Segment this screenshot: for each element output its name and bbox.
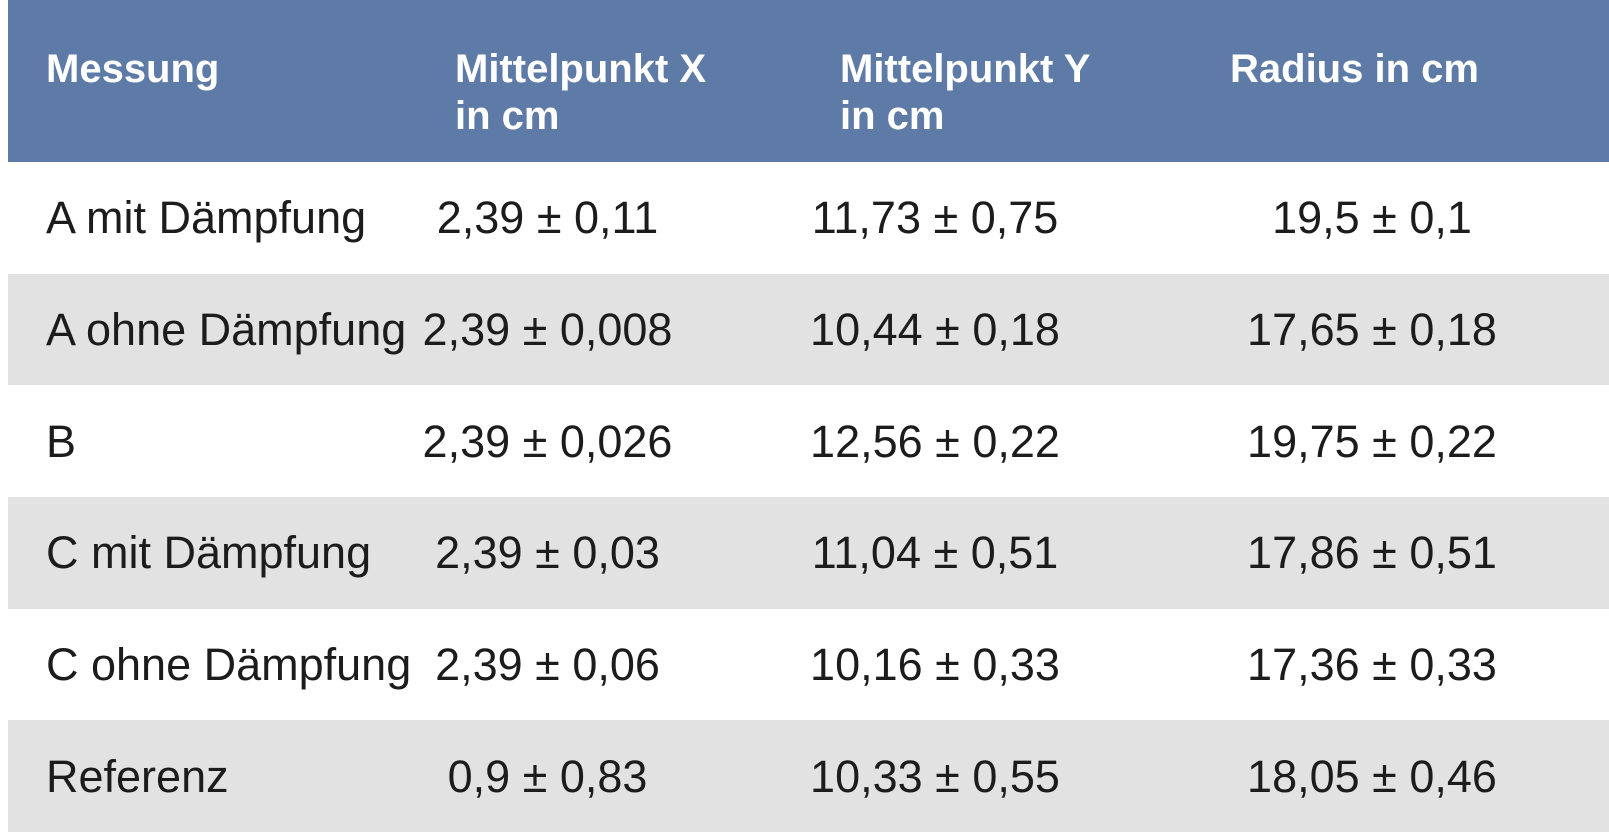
value-cell: 2,39 ± 0,03 [435,527,660,579]
value-cell: 2,39 ± 0,11 [436,192,659,244]
value-cell: 12,56 ± 0,22 [810,415,1060,467]
value-cell: 11,04 ± 0,51 [811,527,1059,579]
column-header-radius: Radius in cm [1230,47,1479,91]
value-cell: 2,39 ± 0,06 [435,638,660,690]
value-cell: 10,16 ± 0,33 [810,638,1060,690]
value-cell: 10,44 ± 0,18 [810,303,1060,355]
row-label-cell: C mit Dämpfung [46,527,372,579]
measurement-table: Messung Mittelpunkt X in cm Mittelpunkt … [8,0,1609,832]
value-cell: 19,5 ± 0,1 [1272,192,1472,244]
table-row: C mit Dämpfung 2,39 ± 0,03 11,04 ± 0,51 … [8,496,1609,609]
value-cell: 17,36 ± 0,33 [1247,638,1497,690]
row-label-cell: B [46,415,77,467]
value-cell: 19,75 ± 0,22 [1247,415,1497,467]
column-header-messung: Messung [46,47,220,91]
value-cell: 11,73 ± 0,75 [811,192,1059,244]
table-row: B 2,39 ± 0,026 12,56 ± 0,22 19,75 ± 0,22 [8,385,1609,497]
value-cell: 17,65 ± 0,18 [1247,303,1497,355]
value-cell: 0,9 ± 0,83 [447,750,648,802]
table-row: A mit Dämpfung 2,39 ± 0,11 11,73 ± 0,75 … [8,162,1609,274]
value-cell: 10,33 ± 0,55 [810,750,1060,802]
value-cell: 2,39 ± 0,008 [422,303,673,355]
row-label-cell: Referenz [46,750,229,802]
table-row: Referenz 0,9 ± 0,83 10,33 ± 0,55 18,05 ±… [8,720,1609,832]
column-header-mittelpunkt-y: Mittelpunkt Y in cm [840,47,1091,139]
measurement-table-container: Messung Mittelpunkt X in cm Mittelpunkt … [8,0,1609,832]
table-row: C ohne Dämpfung 2,39 ± 0,06 10,16 ± 0,33… [8,608,1609,721]
row-label-cell: A mit Dämpfung [46,192,367,244]
value-cell: 17,86 ± 0,51 [1247,527,1497,579]
column-header-mittelpunkt-x: Mittelpunkt X in cm [455,47,707,139]
table-row: A ohne Dämpfung 2,39 ± 0,008 10,44 ± 0,1… [8,273,1609,386]
row-label-cell: A ohne Dämpfung [46,303,407,355]
value-cell: 2,39 ± 0,026 [422,415,673,467]
row-label-cell: C ohne Dämpfung [46,638,412,690]
value-cell: 18,05 ± 0,46 [1247,750,1497,802]
header-row: Messung Mittelpunkt X in cm Mittelpunkt … [8,0,1609,162]
